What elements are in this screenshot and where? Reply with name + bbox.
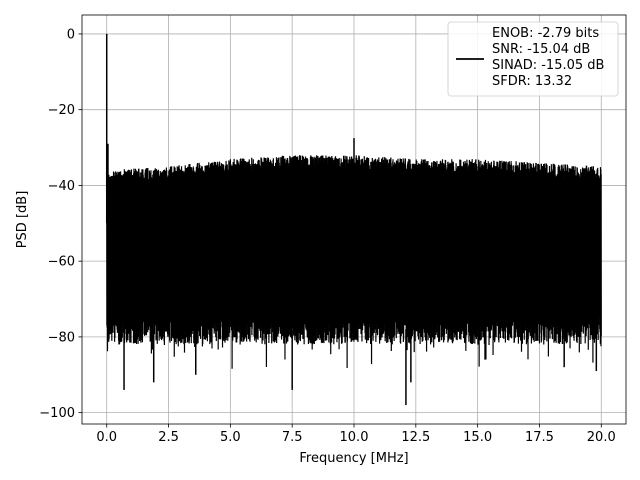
y-axis-label: PSD [dB]: [15, 191, 30, 249]
x-tick-label: 7.5: [282, 430, 303, 445]
x-tick-label: 15.0: [463, 430, 492, 445]
legend-entry: ENOB: -2.79 bits: [492, 26, 599, 41]
data-area: [105, 33, 602, 406]
y-tick-label: −60: [48, 255, 75, 270]
y-tick-label: −40: [48, 179, 75, 194]
x-tick-label: 5.0: [220, 430, 241, 445]
legend-entry: SFDR: 13.32: [492, 74, 572, 89]
legend-entry: SNR: -15.04 dB: [492, 42, 590, 57]
x-axis-label: Frequency [MHz]: [299, 451, 408, 466]
x-tick-label: 17.5: [525, 430, 554, 445]
axes: 0.0 2.5 5.0 7.5 10.0 12.5 15.0 17.5 20.0 0 −20 −40 −…: [39, 14, 627, 445]
legend-box: [447, 21, 619, 97]
x-tick-label: 2.5: [158, 430, 179, 445]
x-tick-label: 20.0: [587, 430, 616, 445]
x-tick-label: 12.5: [401, 430, 430, 445]
y-tick-label: 0: [67, 27, 75, 42]
psd-trace: [106, 155, 602, 369]
y-tick-label: −20: [48, 103, 75, 118]
y-tick-label: −100: [39, 406, 75, 421]
legend-entry: SINAD: -15.05 dB: [492, 58, 604, 73]
y-tick-label: −80: [48, 330, 75, 345]
x-tick-label: 10.0: [340, 430, 369, 445]
x-tick-label: 0.0: [96, 430, 117, 445]
